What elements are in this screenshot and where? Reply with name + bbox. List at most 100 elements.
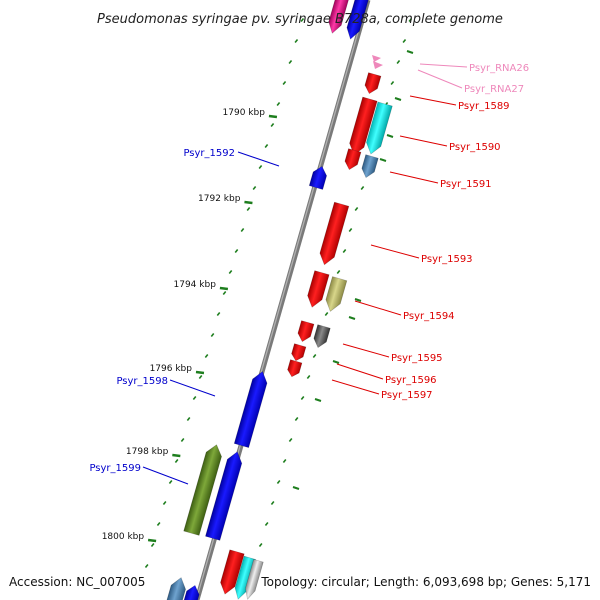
label-line-psyr-1592: [237, 151, 280, 167]
dot-track-right: [324, 312, 329, 316]
gene-label-psyr-1594: Psyr_1594: [403, 311, 455, 322]
dot-track-left: [186, 417, 191, 421]
gene-feature: [287, 359, 303, 378]
gene-feature: [313, 324, 331, 349]
tick-mark: [195, 370, 205, 375]
dot-track-left: [144, 564, 149, 568]
dot-track-left: [234, 249, 239, 253]
dot-track-right: [276, 480, 281, 484]
tick-mark: [394, 97, 402, 101]
gene-feature: [308, 165, 327, 190]
gene-label-psyr-rna26: Psyr_RNA26: [469, 63, 529, 74]
kbp-ticks: 1790 kbp 1792 kbp 1794 kbp 1796 kbp 1798 kbp…: [102, 50, 414, 543]
dot-track-left: [252, 186, 257, 190]
dot-track-left: [270, 123, 275, 127]
dot-track-left: [288, 60, 293, 64]
gene-feature-shape: [307, 270, 330, 308]
gene-label-psyr-rna27: Psyr_RNA27: [464, 84, 524, 95]
topology-text: Topology: circular; Length: 6,093,698 bp…: [260, 575, 591, 589]
map-title: Pseudomonas syringae pv. syringae B728a,…: [97, 12, 503, 27]
gene-feature: [297, 320, 315, 343]
dot-track-left: [222, 291, 227, 295]
tick-mark: [244, 200, 253, 205]
label-line-psyr-1593: [370, 244, 420, 259]
gene-feature: [205, 451, 243, 541]
dot-track-left: [246, 207, 251, 211]
gene-feature: [220, 549, 245, 595]
tick-mark: [332, 360, 340, 364]
tick-label: 1800 kbp: [102, 532, 145, 542]
tick-label: 1794 kbp: [174, 280, 217, 290]
gene-feature-shape: [346, 0, 371, 40]
dot-track-right: [300, 396, 305, 400]
dot-track-left: [204, 354, 209, 358]
label-line-psyr-1589: [409, 95, 457, 106]
gene-label-lines: [142, 63, 468, 485]
gene-feature-shape: [308, 165, 327, 190]
dot-track-left: [198, 375, 203, 379]
dot-track-right: [306, 375, 311, 379]
gene-feature: [366, 101, 393, 155]
track-dots: [144, 18, 413, 568]
gene-feature-shape: [328, 0, 351, 34]
gene-feature: [328, 0, 351, 34]
dot-track-left: [258, 165, 263, 169]
label-line-psyr-1591: [389, 171, 439, 184]
accession-text: Accession: NC_007005: [9, 575, 145, 589]
gene-feature-shape: [325, 276, 348, 312]
dot-track-left: [174, 459, 179, 463]
tick-mark: [172, 453, 181, 458]
dot-track-right: [342, 249, 347, 253]
dot-track-left: [150, 543, 155, 547]
rna-chevron: [372, 55, 381, 62]
dot-track-right: [270, 501, 275, 505]
dot-track-left: [168, 480, 173, 484]
gene-feature-shape: [220, 549, 245, 595]
dot-track-right: [258, 543, 263, 547]
dot-track-right: [396, 60, 401, 64]
tick-mark: [348, 316, 356, 320]
gene-feature-shape: [233, 370, 268, 448]
gene-feature: [182, 584, 200, 600]
gene-feature-shape: [234, 555, 257, 600]
gene-feature: [165, 577, 186, 600]
gene-feature: [361, 154, 379, 179]
gene-features: [165, 0, 393, 600]
dot-track-left: [240, 228, 245, 232]
tick-mark: [219, 286, 229, 291]
label-line-psyr-1598: [169, 379, 216, 397]
dot-track-right: [336, 270, 341, 274]
gene-label-psyr-1595: Psyr_1595: [391, 353, 443, 364]
gene-feature-shape: [361, 154, 379, 179]
gene-label-psyr-1593: Psyr_1593: [421, 254, 473, 265]
label-line-psyr-1594: [354, 300, 402, 316]
tick-mark: [268, 114, 278, 119]
dot-track-left: [276, 102, 281, 106]
rna-chevron: [373, 61, 383, 69]
dot-track-right: [312, 354, 317, 358]
gene-label-psyr-1597: Psyr_1597: [381, 390, 433, 401]
gene-feature: [344, 148, 362, 171]
tick-label: 1796 kbp: [150, 364, 193, 374]
dot-track-right: [360, 186, 365, 190]
dot-track-left: [294, 39, 299, 43]
dot-track-left: [264, 144, 269, 148]
gene-feature-shape: [245, 559, 264, 600]
dot-track-right: [264, 522, 269, 526]
dot-track-left: [228, 270, 233, 274]
dot-track-left: [216, 312, 221, 316]
gene-feature-shape: [349, 96, 378, 156]
gene-feature: [364, 72, 382, 95]
dot-track-left: [210, 333, 215, 337]
gene-label-psyr-1599: Psyr_1599: [89, 463, 141, 474]
gene-label-psyr-1592: Psyr_1592: [183, 148, 235, 159]
gene-feature: [307, 270, 330, 308]
dot-track-right: [402, 39, 407, 43]
gene-feature-shape: [319, 201, 350, 266]
tick-mark: [386, 134, 394, 138]
tick-mark: [354, 298, 362, 302]
dot-track-right: [348, 228, 353, 232]
tick-mark: [147, 538, 157, 543]
gene-label-psyr-1596: Psyr_1596: [385, 375, 437, 386]
